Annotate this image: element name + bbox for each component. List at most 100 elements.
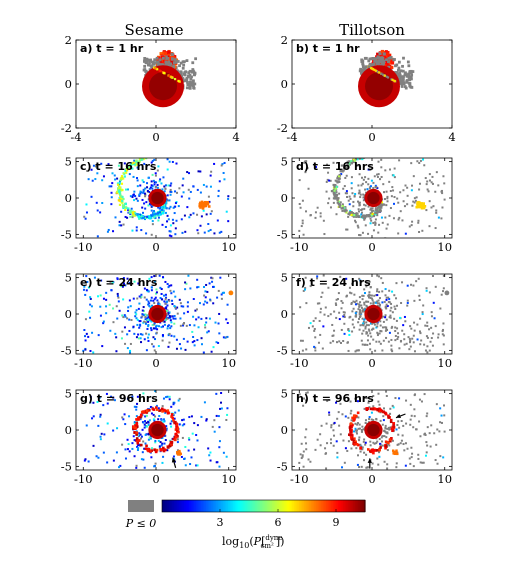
panel-h-particle-326 [389, 407, 392, 410]
panel-h-particle-0 [337, 411, 340, 414]
panel-d-particle-221 [345, 209, 348, 212]
panel-h-particle-323 [379, 444, 382, 447]
panel-g-particle-183 [128, 450, 131, 453]
panel-c-particle-538 [132, 212, 135, 215]
panel-h-particle-440 [352, 416, 356, 419]
panel-f-particle-5 [304, 286, 307, 289]
panel-f-particle-378 [409, 345, 412, 348]
panel-e-particle-471 [158, 303, 161, 306]
panel-e-particle-401 [138, 302, 141, 305]
panel-a-particle-349 [188, 84, 192, 88]
panel-e-particle-117 [124, 284, 127, 287]
panel-c-particle-567 [161, 206, 164, 209]
panel-h-particle-461 [393, 452, 396, 455]
panel-f-particle-307 [361, 317, 364, 320]
colorbar-segment [173, 500, 177, 512]
panel-f-particle-142 [419, 332, 422, 335]
panel-f-particle-426 [381, 301, 384, 304]
panel-g-particle-108 [126, 448, 129, 451]
panel-f-particle-474 [343, 311, 346, 314]
panel-d-particle-348 [385, 204, 388, 207]
panel-a-xtick-label: -4 [70, 130, 81, 144]
panel-a-particle-320 [189, 82, 193, 86]
panel-c-particle-345 [136, 185, 139, 188]
panel-e-particle-452 [217, 289, 220, 292]
panel-d-particle-604 [333, 189, 336, 192]
panel-h-particle-264 [396, 443, 399, 446]
panel-d-particle-615 [379, 208, 382, 211]
panel-d-particle-66 [430, 181, 433, 184]
panel-h-particle-301 [426, 444, 429, 447]
panel-c-particle-64 [123, 162, 126, 165]
panel-h-particle-91 [359, 443, 362, 446]
panel-g-particle-42 [143, 426, 146, 429]
panel-h-particle-86 [324, 447, 327, 450]
panel-c-particle-122 [178, 187, 181, 190]
panel-f-ytick-label: 0 [281, 307, 288, 321]
panel-f-particle-437 [385, 326, 388, 329]
panel-g-particle-14 [184, 464, 187, 467]
panel-a-particle-341 [189, 77, 193, 81]
panel-d-particle-29 [367, 183, 370, 186]
panel-b-particle-271 [372, 57, 376, 61]
panel-e-particle-290 [141, 313, 144, 316]
panel-e-particle-4 [215, 341, 218, 344]
panel-c-particle-266 [209, 228, 212, 231]
colorbar-segment [363, 500, 366, 512]
panel-c-particle-590 [128, 211, 132, 214]
panel-g-particle-79 [122, 418, 125, 421]
panel-h-particle-51 [319, 444, 322, 447]
panel-d-particle-92 [388, 168, 391, 171]
panel-c-particle-544 [117, 187, 120, 190]
panel-d-particle-165 [341, 203, 344, 206]
panel-d-particle-226 [376, 173, 379, 176]
panel-c-particle-265 [156, 183, 159, 186]
panel-c-particle-577 [119, 200, 122, 203]
panel-c-particle-347 [136, 179, 139, 182]
panel-f-particle-181 [397, 335, 400, 338]
panel-d-particle-15 [314, 211, 317, 214]
panel-c-particle-279 [210, 210, 213, 213]
panel-b-particle-355 [405, 73, 409, 77]
panel-h-particle-73 [435, 443, 438, 446]
panel-a-particle-169 [191, 61, 195, 65]
panel-f-particle-141 [370, 294, 373, 297]
panel-c-particle-272 [142, 191, 145, 194]
colorbar-segment [217, 500, 221, 512]
panel-c-particle-138 [133, 199, 136, 202]
panel-f-particle-358 [337, 292, 340, 295]
panel-d-particle-334 [298, 229, 301, 232]
panel-g-particle-351 [154, 406, 158, 409]
panel-e-particle-255 [105, 305, 108, 308]
panel-h-particle-360 [350, 428, 353, 432]
panel-d-particle-575 [333, 197, 337, 200]
panel-c-particle-336 [127, 188, 130, 191]
panel-h-particle-92 [397, 420, 400, 423]
panel-d-particle-83 [356, 164, 359, 167]
panel-f-particle-340 [363, 318, 366, 321]
panel-c-particle-144 [85, 211, 88, 214]
panel-g-particle-76 [144, 415, 147, 418]
panel-b-particle-21 [376, 52, 380, 56]
panel-c-particle-359 [208, 200, 211, 203]
colorbar-nonpositive-label: P ≤ 0 [125, 517, 157, 530]
panel-e-particle-391 [146, 316, 149, 319]
panel-f-particle-515 [358, 317, 361, 320]
panel-c-particle-157 [166, 194, 169, 197]
panel-e-particle-110 [121, 314, 124, 317]
panel-d-particle-245 [352, 200, 355, 203]
panel-e-particle-115 [165, 315, 168, 318]
panel-h-particle-297 [395, 466, 398, 469]
panel-c-particle-291 [135, 197, 138, 200]
panel-g-particle-441 [170, 441, 173, 445]
panel-c-particle-129 [146, 182, 149, 185]
panel-g-particle-49 [89, 401, 92, 404]
panel-f-particle-510 [389, 309, 392, 312]
panel-d-particle-103 [328, 197, 331, 200]
panel-d-particle-139 [378, 223, 381, 226]
colorbar-nonpositive-swatch [128, 500, 154, 512]
panel-g-particle-167 [127, 443, 130, 446]
panel-g-particle-288 [147, 438, 150, 441]
panel-c-particle-298 [94, 165, 97, 168]
panel-h-particle-158 [412, 465, 415, 468]
